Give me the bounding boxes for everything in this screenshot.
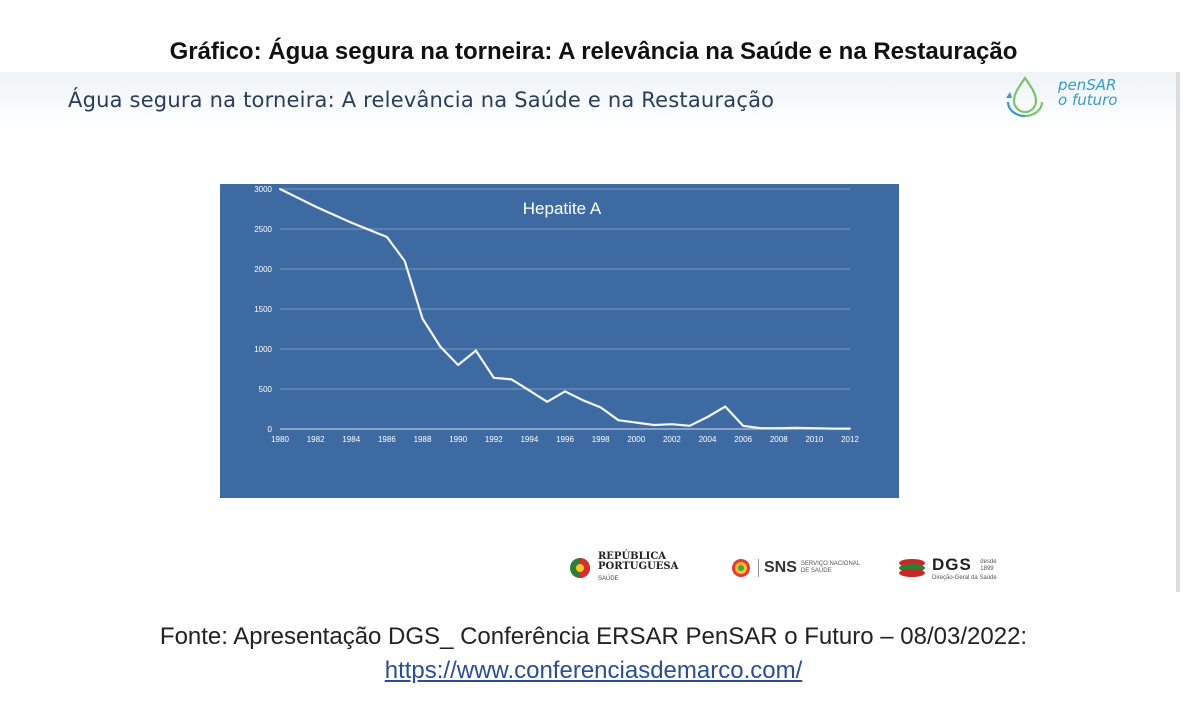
data-point bbox=[350, 221, 353, 224]
x-tick-label: 1984 bbox=[342, 435, 360, 444]
y-tick-label: 500 bbox=[259, 385, 273, 394]
sns-full-line2: DE SAÚDE bbox=[800, 568, 832, 574]
source-link[interactable]: https://www.conferenciasdemarco.com/ bbox=[384, 657, 803, 684]
data-point bbox=[439, 345, 442, 348]
x-tick-label: 2008 bbox=[770, 435, 788, 444]
dgs-emblem-icon bbox=[899, 559, 925, 577]
data-point bbox=[724, 405, 727, 408]
pensar-logo-line1: penSAR bbox=[1058, 76, 1117, 94]
data-point bbox=[742, 424, 745, 427]
recycle-drop-icon bbox=[1006, 76, 1044, 118]
chart-background bbox=[220, 184, 899, 498]
data-point bbox=[279, 188, 281, 190]
data-point bbox=[599, 406, 602, 409]
y-tick-label: 2500 bbox=[254, 225, 272, 234]
data-point bbox=[831, 427, 834, 430]
data-point bbox=[546, 400, 549, 403]
republica-portuguesa-logo: REPÚBLICA PORTUGUESA SAÚDE bbox=[568, 552, 678, 584]
y-axis-tick-labels: 0 500 1000 1500 2000 2500 3000 bbox=[254, 185, 272, 434]
data-point bbox=[759, 427, 762, 430]
x-tick-label: 2000 bbox=[627, 435, 645, 444]
data-point bbox=[314, 205, 317, 208]
pensar-logo-line2: o futuro bbox=[1058, 91, 1118, 109]
data-point bbox=[670, 423, 673, 426]
hepatitis-a-chart: Hepatite A 0 500 1000 1500 2000 2500 3000 1980… bbox=[220, 184, 899, 498]
data-point bbox=[813, 427, 816, 430]
x-tick-label: 1988 bbox=[414, 435, 432, 444]
dgs-since-line2: 1899 bbox=[980, 565, 994, 572]
y-tick-label: 1000 bbox=[254, 345, 272, 354]
data-point bbox=[581, 399, 584, 402]
data-point bbox=[777, 427, 780, 430]
y-tick-label: 2000 bbox=[254, 265, 272, 274]
x-tick-label: 1980 bbox=[271, 435, 289, 444]
x-tick-label: 1990 bbox=[449, 435, 467, 444]
x-tick-label: 1996 bbox=[556, 435, 574, 444]
partner-logos: REPÚBLICA PORTUGUESA SAÚDE SNS SERVIÇO N… bbox=[568, 552, 1048, 584]
pensar-logo-text: penSAR o futuro bbox=[1058, 78, 1117, 108]
sns-abbr: SNS bbox=[758, 559, 797, 577]
data-point bbox=[492, 376, 495, 379]
x-tick-label: 2012 bbox=[841, 435, 859, 444]
republica-line2: PORTUGUESA bbox=[598, 561, 679, 572]
data-point bbox=[421, 317, 424, 320]
y-tick-label: 1500 bbox=[254, 305, 272, 314]
data-point bbox=[635, 421, 638, 424]
data-point bbox=[332, 213, 335, 216]
data-point bbox=[457, 364, 460, 366]
slide-header-band bbox=[0, 72, 1176, 127]
y-tick-label: 0 bbox=[268, 425, 273, 434]
republica-line1: REPÚBLICA bbox=[598, 551, 667, 562]
sns-logo: SNS SERVIÇO NACIONAL DE SAÚDE bbox=[730, 552, 861, 584]
sns-emblem-icon bbox=[732, 559, 750, 577]
portugal-shield-icon bbox=[570, 558, 590, 578]
data-point bbox=[795, 426, 798, 429]
republica-sub: SAÚDE bbox=[598, 576, 619, 582]
x-tick-label: 2010 bbox=[805, 435, 823, 444]
x-axis-tick-labels: 1980 1982 1984 1986 1988 1990 1992 1994 1996 1998… bbox=[271, 435, 859, 444]
x-tick-label: 1994 bbox=[520, 435, 538, 444]
sns-full-line1: SERVIÇO NACIONAL bbox=[800, 561, 861, 567]
x-tick-label: 2004 bbox=[699, 435, 717, 444]
dgs-abbr: DGS bbox=[932, 554, 972, 574]
data-point bbox=[653, 424, 656, 426]
data-point bbox=[474, 349, 477, 352]
page-title: Gráfico: Água segura na torneira: A rele… bbox=[169, 38, 1018, 65]
chart-series bbox=[279, 188, 851, 430]
data-point bbox=[564, 390, 566, 393]
data-point bbox=[385, 236, 388, 238]
x-tick-label: 1998 bbox=[592, 435, 610, 444]
data-point bbox=[617, 419, 620, 422]
y-tick-label: 3000 bbox=[254, 185, 272, 194]
data-point bbox=[510, 378, 513, 381]
data-point bbox=[296, 196, 299, 199]
x-tick-label: 2002 bbox=[663, 435, 681, 444]
data-point bbox=[706, 416, 709, 418]
source-text: Fonte: Apresentação DGS_ Conferência ERS… bbox=[159, 623, 1028, 650]
data-point bbox=[688, 424, 691, 427]
x-tick-label: 1992 bbox=[485, 435, 503, 444]
slide-heading: Água segura na torneira: A relevância na… bbox=[68, 88, 775, 112]
dgs-since-line1: desde bbox=[980, 558, 997, 565]
x-tick-label: 1986 bbox=[378, 435, 396, 444]
dgs-logo: DGS desde 1899 Direção-Geral da Saúde bbox=[898, 552, 997, 584]
pensar-logo: penSAR o futuro bbox=[1000, 74, 1140, 118]
data-point bbox=[368, 228, 371, 231]
slide: Água segura na torneira: A relevância na… bbox=[0, 72, 1180, 592]
chart-title: Hepatite A bbox=[523, 199, 602, 218]
chart-gridlines bbox=[280, 188, 850, 430]
x-tick-label: 1982 bbox=[307, 435, 325, 444]
data-point bbox=[849, 427, 851, 430]
dgs-full-name: Direção-Geral da Saúde bbox=[932, 574, 997, 581]
x-tick-label: 2006 bbox=[734, 435, 752, 444]
data-point bbox=[528, 389, 531, 392]
data-point bbox=[403, 260, 406, 262]
